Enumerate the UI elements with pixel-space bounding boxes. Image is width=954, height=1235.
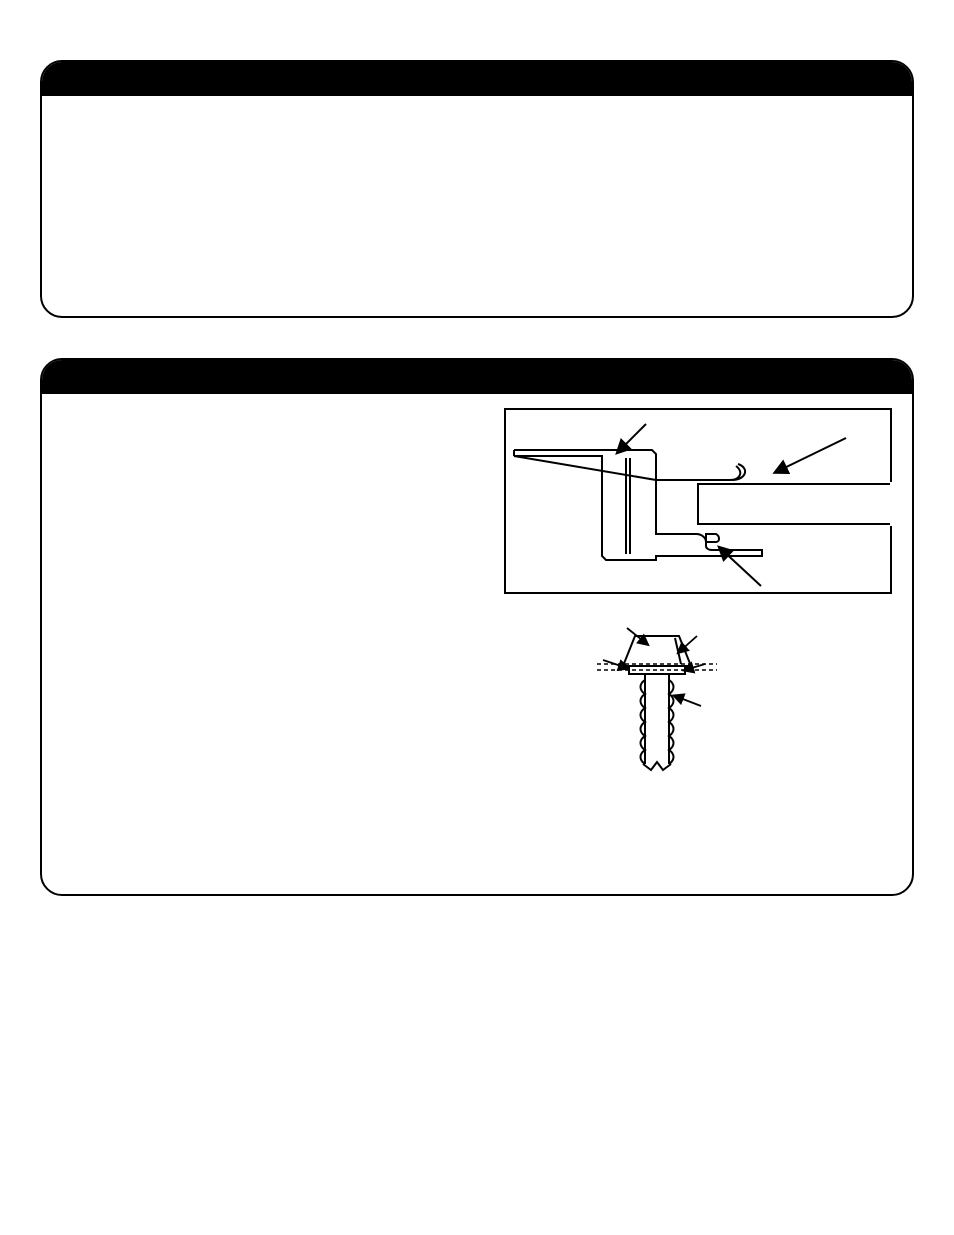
page: [0, 0, 954, 1235]
arrow-bottom: [720, 548, 761, 586]
panel-2-body: [42, 394, 912, 894]
panel-2: [40, 358, 914, 896]
profile-crosssection-figure: [504, 408, 892, 594]
panel-open-edge-mask: [890, 482, 894, 526]
panel-1-header-bar: [42, 62, 912, 96]
arrow-top-left: [618, 424, 646, 452]
screw-thread-right: [669, 680, 674, 764]
panel-1-body: [42, 96, 912, 316]
arrow-top-right: [776, 438, 846, 472]
screw-detail-svg: [597, 624, 717, 784]
inserted-panel-rect: [698, 484, 894, 524]
lower-clip-notch: [706, 534, 719, 542]
screw-detail-figure: [597, 624, 717, 784]
profile-outline-path: [514, 450, 762, 560]
panel-2-header-bar: [42, 360, 912, 394]
profile-crosssection-svg: [506, 410, 894, 596]
panel-1: [40, 60, 914, 318]
screw-break-line: [643, 762, 671, 770]
screw-arrow-5: [675, 696, 701, 706]
screw-thread-left: [641, 680, 646, 764]
